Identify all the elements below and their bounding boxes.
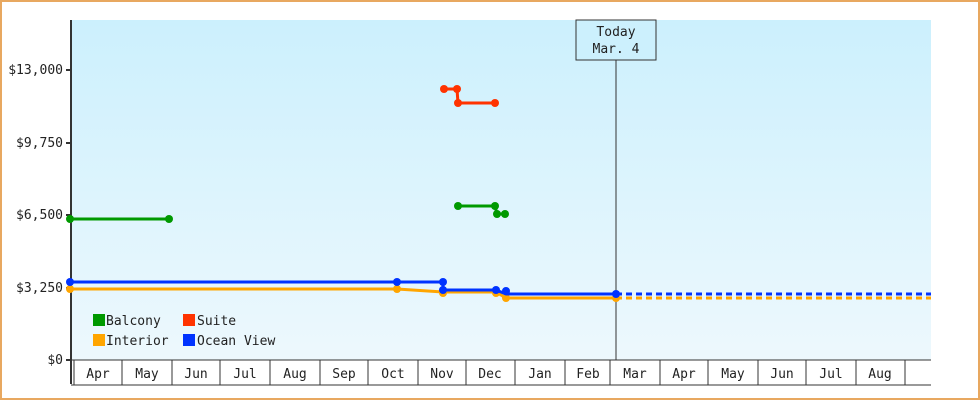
legend-swatch-suite [183,314,195,326]
x-label: Apr [672,367,696,382]
x-label: Jan [528,367,551,382]
legend-swatch-ocean-view [183,334,195,346]
y-label: $6,500 [16,208,63,223]
legend: Balcony Suite Interior Ocean View [93,314,275,349]
x-label: May [721,367,745,382]
legend-swatch-balcony [93,314,105,326]
x-label: Jul [233,367,256,382]
y-label: $0 [47,353,63,368]
y-label: $13,000 [8,63,63,78]
y-label: $9,750 [16,136,63,151]
x-label: Jun [770,367,793,382]
x-axis [71,359,931,386]
legend-swatch-interior [93,334,105,346]
x-labels: Apr May Jun Jul Aug Sep Oct Nov Dec Jan … [86,367,891,382]
y-ticks: $13,000 $9,750 $6,500 $3,250 $0 [8,63,71,368]
legend-label: Interior [106,334,169,349]
today-date: Mar. 4 [593,42,640,57]
x-label: Aug [283,367,306,382]
legend-label: Ocean View [197,334,275,349]
x-label: Dec [478,367,501,382]
x-label: Apr [86,367,110,382]
legend-label: Balcony [106,314,161,329]
x-label: Jun [184,367,207,382]
y-label: $3,250 [16,281,63,296]
plot-area [71,20,931,360]
series-ocean-view [66,278,931,298]
x-label: Sep [332,367,356,382]
today-box [575,19,657,61]
x-label: Aug [868,367,891,382]
series-suite [440,85,499,107]
today-label: Today [596,25,635,40]
x-label: Oct [381,367,404,382]
x-label: Mar [623,367,647,382]
x-label: May [135,367,159,382]
series-interior [66,285,931,302]
x-label: Feb [576,367,600,382]
legend-label: Suite [197,314,236,329]
x-label: Nov [430,367,454,382]
x-label: Jul [819,367,842,382]
series-balcony [66,202,509,223]
